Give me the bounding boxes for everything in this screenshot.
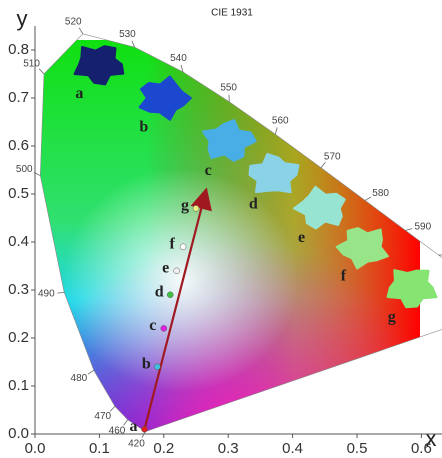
wavelength-label: 560 bbox=[272, 115, 289, 126]
sample-photo bbox=[292, 185, 346, 230]
wavelength-label: 570 bbox=[324, 151, 341, 162]
y-tick-label: 0.7 bbox=[8, 89, 29, 106]
sample-label: e bbox=[298, 229, 305, 246]
wavelength-label: 420 bbox=[128, 438, 145, 449]
sample-photo bbox=[138, 75, 192, 121]
wavelength-label: 470 bbox=[94, 411, 111, 422]
sample-label: b bbox=[139, 119, 148, 136]
sample-label: g bbox=[388, 308, 396, 325]
wavelength-tick bbox=[109, 405, 116, 412]
point-label: f bbox=[169, 235, 175, 252]
x-tick-label: 0.4 bbox=[282, 440, 303, 457]
wavelength-tick bbox=[123, 419, 129, 426]
wavelength-label: 500 bbox=[16, 164, 33, 175]
sample-photo bbox=[73, 45, 125, 86]
wavelength-label: 530 bbox=[119, 29, 136, 40]
y-axis-label: y bbox=[17, 6, 28, 31]
wavelength-tick bbox=[180, 65, 184, 73]
spectral-locus bbox=[39, 33, 442, 432]
sample-photo bbox=[386, 269, 438, 309]
y-tick-label: 0.1 bbox=[8, 377, 29, 394]
y-tick-label: 0.8 bbox=[8, 41, 29, 58]
point bbox=[141, 425, 148, 433]
wavelength-tick bbox=[131, 40, 135, 48]
point-label: a bbox=[129, 418, 137, 435]
wavelength-tick bbox=[405, 228, 413, 231]
wavelength-tick bbox=[78, 27, 84, 34]
point-label: g bbox=[181, 197, 189, 214]
point bbox=[166, 291, 174, 299]
x-tick-label: 0.1 bbox=[89, 440, 110, 457]
y-tick-label: 0.5 bbox=[8, 185, 29, 202]
point-label: b bbox=[142, 355, 151, 372]
wavelength-label: 480 bbox=[71, 373, 88, 384]
point bbox=[192, 205, 200, 212]
sample-label: f bbox=[341, 267, 347, 284]
sample-photo bbox=[335, 227, 389, 270]
sample-label: d bbox=[249, 195, 258, 212]
wavelength-label: 590 bbox=[414, 221, 431, 232]
x-axis-label: x bbox=[426, 426, 437, 451]
wavelength-tick bbox=[38, 68, 45, 75]
y-tick-label: 0.0 bbox=[8, 425, 29, 442]
wavelength-label: 510 bbox=[23, 58, 40, 69]
wavelength-tick bbox=[364, 196, 372, 201]
wavelength-tick bbox=[57, 292, 65, 294]
point bbox=[179, 243, 187, 251]
chart-title: CIE 1931 bbox=[211, 8, 253, 19]
sample-photo bbox=[202, 119, 257, 162]
wavelength-tick bbox=[141, 431, 146, 438]
x-tick-label: 0.3 bbox=[218, 440, 239, 457]
point-label: c bbox=[149, 317, 156, 334]
y-tick-label: 0.2 bbox=[8, 329, 29, 346]
point bbox=[173, 267, 180, 275]
point bbox=[160, 325, 168, 332]
wavelength-tick bbox=[438, 254, 442, 256]
wavelength-label: 540 bbox=[170, 53, 187, 64]
wavelength-label: 550 bbox=[220, 82, 237, 93]
point-label: d bbox=[155, 283, 164, 300]
wavelength-tick bbox=[320, 162, 326, 168]
wavelength-tick bbox=[87, 369, 95, 375]
wavelength-label: 460 bbox=[109, 426, 126, 437]
sample-photo bbox=[248, 153, 300, 194]
x-tick-label: 0.0 bbox=[25, 440, 46, 457]
point-label: e bbox=[162, 259, 169, 276]
y-tick-label: 0.6 bbox=[8, 137, 29, 154]
wavelength-tick bbox=[274, 127, 278, 135]
x-tick-label: 0.2 bbox=[153, 440, 174, 457]
sample-label: a bbox=[75, 85, 83, 102]
y-tick-label: 0.3 bbox=[8, 281, 29, 298]
sample-label: c bbox=[205, 162, 212, 179]
wavelength-label: 520 bbox=[65, 17, 82, 28]
x-tick-label: 0.5 bbox=[347, 440, 368, 457]
trend-arrow bbox=[143, 187, 212, 430]
point bbox=[154, 363, 161, 371]
wavelength-label: 490 bbox=[38, 288, 55, 299]
y-tick-label: 0.4 bbox=[8, 233, 29, 250]
wavelength-label: 580 bbox=[372, 188, 389, 199]
x-tick-label: 0.6 bbox=[411, 440, 432, 457]
